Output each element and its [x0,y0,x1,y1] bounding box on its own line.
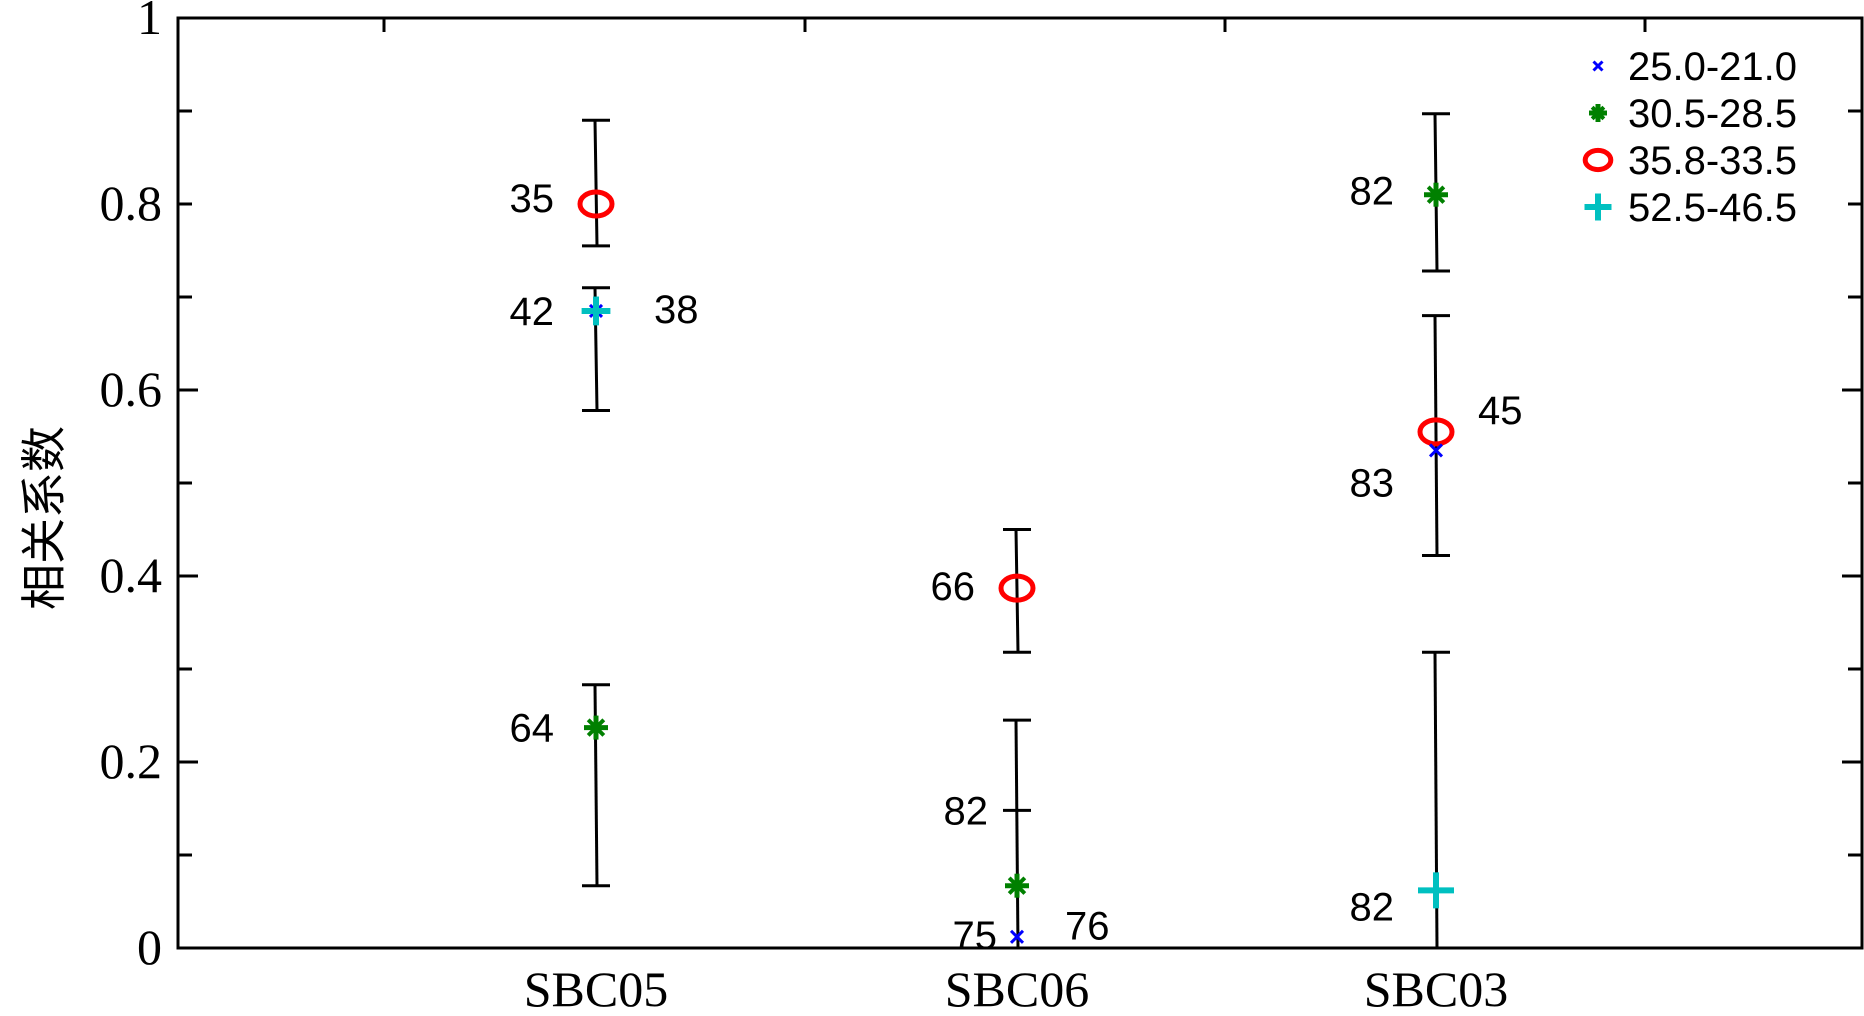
marker-shape [1590,105,1606,121]
legend-entry: 30.5-28.5 [1589,92,1797,136]
point-labels: 82 35 42 38 64 66 76 75 82 45 83 82 [510,170,1523,958]
data-point-plus [1418,872,1454,909]
legend: 25.0-21.030.5-28.535.8-33.552.5-46.5 [1582,45,1797,230]
error-bar-line [1014,529,1020,653]
marker-shape [1009,929,1025,944]
data-point-star [1005,873,1029,898]
point-label: 45 [1478,389,1523,433]
data-point-x [1009,929,1025,944]
data-point-plus [581,296,611,326]
point-label: 38 [654,288,699,332]
error-bar-line [593,120,599,246]
legend-entry: 35.8-33.5 [1582,139,1797,183]
point-label: 35 [510,177,555,221]
y-tick-label: 0.4 [100,547,163,603]
legend-label: 30.5-28.5 [1628,92,1797,136]
data-markers [577,182,1455,944]
y-tick-label: 0.2 [100,733,163,789]
point-label: 83 [1350,461,1395,505]
x-tick-label: SBC03 [1364,961,1509,1016]
data-point-plus [1584,193,1612,221]
point-label: 82 [1350,170,1395,214]
legend-entry: 25.0-21.0 [1592,45,1797,89]
marker-shape [577,189,615,219]
legend-label: 35.8-33.5 [1628,139,1797,183]
data-point-x [1592,60,1604,72]
point-label: 76 [1065,905,1110,949]
data-point-circle [998,573,1036,603]
point-label: 64 [510,707,555,751]
legend-label: 25.0-21.0 [1628,45,1797,89]
y-tick-label: 0.6 [100,361,163,417]
error-bar-line [1433,315,1439,556]
error-bar-line [1014,720,1020,949]
marker-shape [1582,147,1614,173]
marker-shape [1417,417,1455,447]
y-tick-label: 1 [137,0,162,45]
marker-shape [998,573,1036,603]
point-label: 66 [931,565,976,609]
error-bars [582,112,1450,949]
y-tick-label: 0 [137,919,162,975]
marker-shape [586,718,606,737]
x-tick-label: SBC05 [524,961,669,1016]
marker-shape [1592,60,1604,72]
legend-entry: 52.5-46.5 [1584,186,1797,230]
data-point-circle [1582,147,1614,173]
data-point-star [584,715,608,740]
data-point-circle [577,189,615,219]
axes: 0 0.2 0.4 0.6 0.8 1 SBC05 SBC06 SBC03 相关系数 [17,0,1864,1016]
marker-shape [1428,443,1444,458]
error-bar-line [593,684,599,886]
point-label: 42 [510,290,555,334]
y-tick-label: 0.8 [100,175,163,231]
data-point-star [1424,182,1448,207]
y-axis-label: 相关系数 [17,426,71,610]
data-point-circle [1417,417,1455,447]
data-point-x [1428,443,1444,458]
point-label: 82 [1350,885,1395,929]
x-tick-label: SBC06 [945,961,1090,1016]
point-label: 75 [953,914,998,958]
marker-shape [1007,876,1027,895]
legend-label: 52.5-46.5 [1628,186,1797,230]
point-label: 82 [944,789,989,833]
marker-shape [1426,185,1446,204]
data-point-star [1589,104,1607,122]
